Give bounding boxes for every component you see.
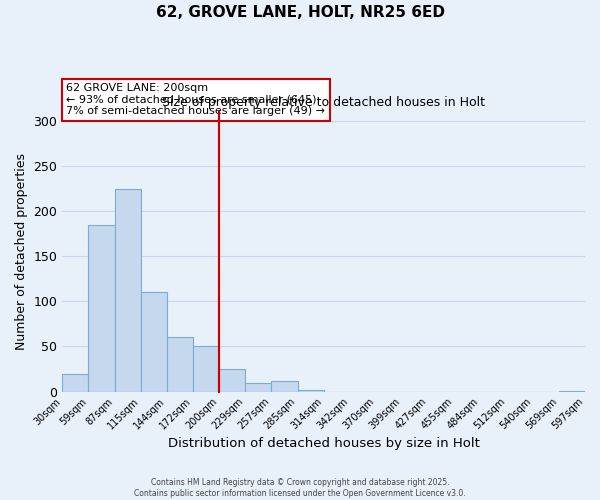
Bar — [298, 390, 323, 392]
Bar — [559, 390, 585, 392]
Bar — [88, 224, 115, 392]
Bar — [62, 374, 88, 392]
Text: 62 GROVE LANE: 200sqm
← 93% of detached houses are smaller (645)
7% of semi-deta: 62 GROVE LANE: 200sqm ← 93% of detached … — [66, 84, 325, 116]
Bar — [140, 292, 167, 392]
Text: Contains HM Land Registry data © Crown copyright and database right 2025.
Contai: Contains HM Land Registry data © Crown c… — [134, 478, 466, 498]
Bar — [271, 381, 298, 392]
Bar — [167, 338, 193, 392]
Title: Size of property relative to detached houses in Holt: Size of property relative to detached ho… — [162, 96, 485, 110]
Y-axis label: Number of detached properties: Number of detached properties — [15, 154, 28, 350]
X-axis label: Distribution of detached houses by size in Holt: Distribution of detached houses by size … — [168, 437, 479, 450]
Text: 62, GROVE LANE, HOLT, NR25 6ED: 62, GROVE LANE, HOLT, NR25 6ED — [155, 5, 445, 20]
Bar — [219, 369, 245, 392]
Bar — [193, 346, 219, 392]
Bar — [245, 382, 271, 392]
Bar — [115, 188, 140, 392]
